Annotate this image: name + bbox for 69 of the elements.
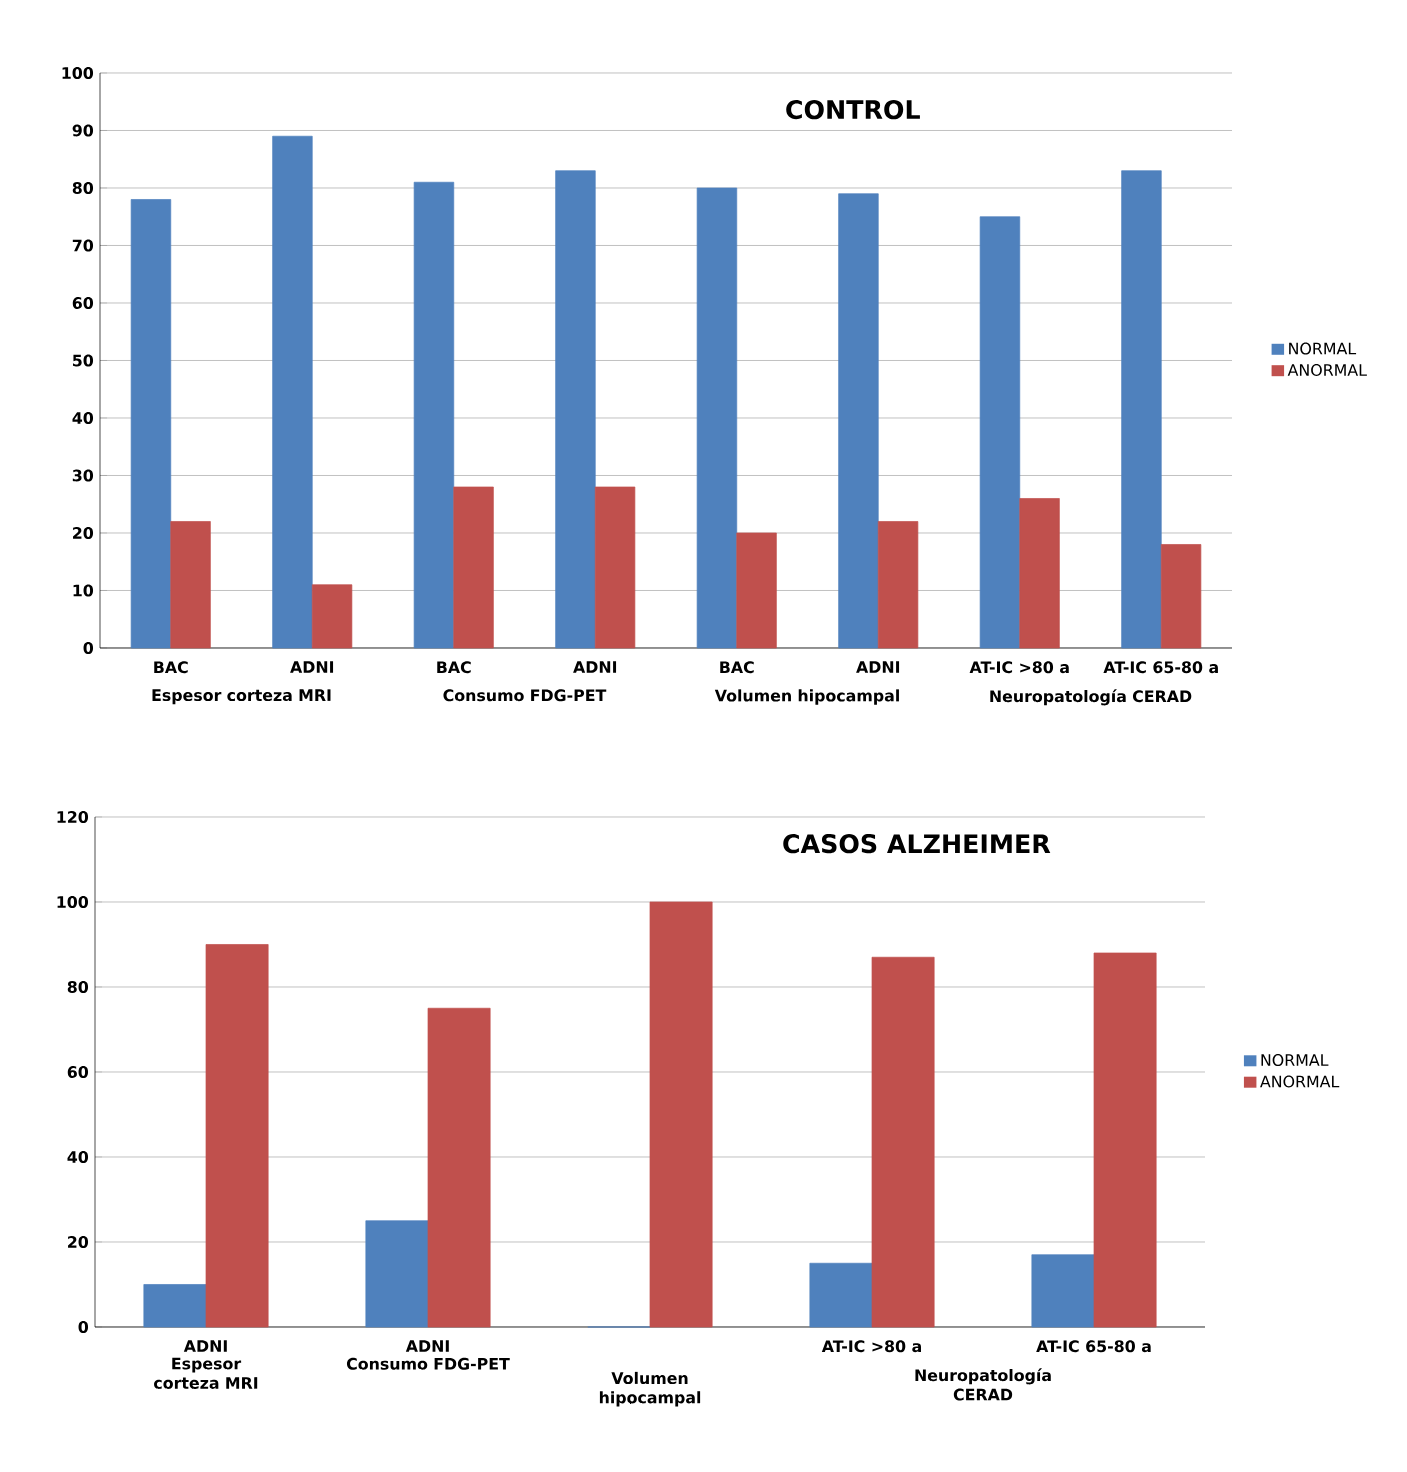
- bar: [272, 135, 313, 649]
- bar: [413, 181, 455, 649]
- y-tick-label: 0: [83, 642, 94, 654]
- text: Volumen hipocampal: [714, 689, 899, 705]
- bar: [736, 532, 777, 649]
- bar: [838, 193, 879, 649]
- bar: [979, 216, 1021, 649]
- bar: [427, 1007, 491, 1328]
- x-tick-label: ADNI: [183, 1340, 227, 1352]
- legend-label: NORMAL: [1261, 1054, 1329, 1067]
- bar: [696, 187, 738, 649]
- text: Consumo FDG-PET: [346, 1357, 510, 1370]
- text: Neuropatología CERAD: [990, 689, 1192, 706]
- bar: [205, 944, 269, 1328]
- text: CONTROL: [786, 100, 920, 120]
- bar: [143, 1284, 207, 1328]
- bar: [877, 521, 919, 649]
- y-tick-label: 40: [72, 412, 94, 424]
- x-tick-label: ADNI: [405, 1340, 449, 1352]
- legend-label: ANORMAL: [1260, 1075, 1340, 1088]
- bar: [1160, 544, 1202, 649]
- x-tick-label: BAC: [720, 661, 754, 674]
- x-tick-label: ADNI: [573, 661, 617, 673]
- y-tick-label: 100: [57, 896, 89, 908]
- x-tick-label: BAC: [154, 661, 188, 674]
- x-tick-label: AT-IC 65-80 a: [1103, 661, 1218, 674]
- x-tick-label: AT-IC >80 a: [969, 661, 1069, 674]
- y-tick-label: 30: [72, 469, 94, 482]
- y-tick-label: 100: [62, 67, 94, 79]
- bar: [453, 486, 494, 649]
- y-tick-label: 120: [57, 811, 89, 823]
- y-tick-label: 60: [67, 1066, 89, 1078]
- y-tick-label: 90: [72, 124, 94, 137]
- y-tick-label: 0: [78, 1321, 89, 1333]
- x-tick-label: ADNI: [856, 661, 900, 673]
- text: Espesor corteza MRI: [154, 1357, 258, 1389]
- y-tick-label: 20: [73, 527, 94, 539]
- y-tick-label: 20: [68, 1236, 89, 1248]
- legend-label: ANORMAL: [1287, 364, 1367, 376]
- x-tick-label: AT-IC 65-80 a: [1036, 1340, 1151, 1353]
- bar: [1121, 170, 1162, 649]
- text: Consumo FDG-PET: [443, 689, 607, 702]
- bar: [555, 170, 596, 649]
- text: CASOS ALZHEIMER: [783, 834, 1051, 854]
- text: Espesor corteza MRI: [152, 689, 331, 705]
- y-tick-label: 70: [72, 239, 94, 252]
- bar: [1093, 952, 1157, 1328]
- y-tick-label: 60: [72, 297, 94, 309]
- text: Volumen hipocampal: [599, 1371, 701, 1407]
- y-tick-label: 50: [73, 354, 94, 367]
- text: Neuropatología CERAD: [915, 1368, 1051, 1401]
- bar: [1019, 498, 1060, 649]
- y-tick-label: 80: [67, 981, 89, 993]
- y-tick-label: 10: [73, 584, 94, 597]
- y-tick-label: 40: [67, 1151, 89, 1163]
- x-tick-label: ADNI: [290, 661, 334, 673]
- x-tick-label: BAC: [437, 661, 471, 674]
- bar: [594, 486, 636, 649]
- bar: [311, 584, 353, 649]
- bar: [809, 1262, 873, 1328]
- bar: [365, 1220, 429, 1328]
- bar: [130, 199, 172, 649]
- bar: [871, 956, 935, 1328]
- bar: [1031, 1254, 1095, 1328]
- x-tick-label: AT-IC >80 a: [821, 1340, 921, 1353]
- y-tick-label: 80: [72, 182, 94, 194]
- bar: [170, 521, 211, 649]
- bar: [649, 901, 713, 1328]
- legend-label: NORMAL: [1289, 342, 1357, 355]
